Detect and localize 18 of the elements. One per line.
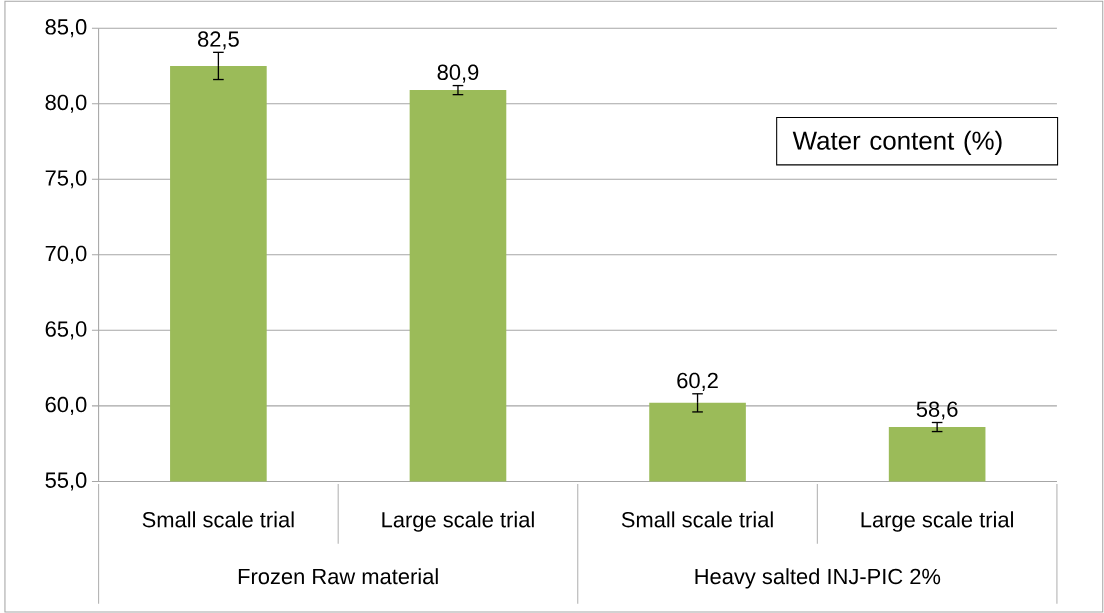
y-tick-label: 55,0	[45, 472, 87, 491]
y-tick-label: 70,0	[45, 245, 87, 264]
text: Water content (%)	[792, 130, 1002, 155]
x-tick-label: Large scale trial	[382, 511, 534, 532]
y-tick-label: 65,0	[45, 321, 87, 340]
x-tick-label: Small scale trial	[142, 511, 294, 528]
y-tick-label: 75,0	[45, 170, 87, 189]
data-label: 58,6	[916, 401, 958, 420]
data-label: 60,2	[677, 372, 718, 391]
x-tick-label: Large scale trial	[861, 511, 1013, 532]
y-tick-label: 85,0	[45, 19, 87, 38]
y-tick-label: 80,0	[45, 94, 87, 113]
x-tick-label: Small scale trial	[621, 511, 773, 528]
data-label: 80,9	[437, 64, 479, 83]
data-label: 82,5	[198, 31, 239, 50]
text: Frozen Raw material	[238, 568, 438, 585]
text: Heavy salted INJ-PIC 2%	[695, 568, 941, 589]
y-tick-label: 60,0	[45, 396, 87, 415]
